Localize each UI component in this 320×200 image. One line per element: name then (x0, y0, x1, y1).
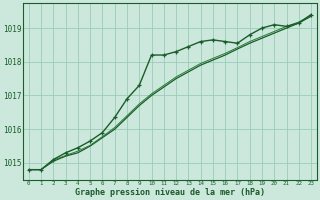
X-axis label: Graphe pression niveau de la mer (hPa): Graphe pression niveau de la mer (hPa) (75, 188, 265, 197)
